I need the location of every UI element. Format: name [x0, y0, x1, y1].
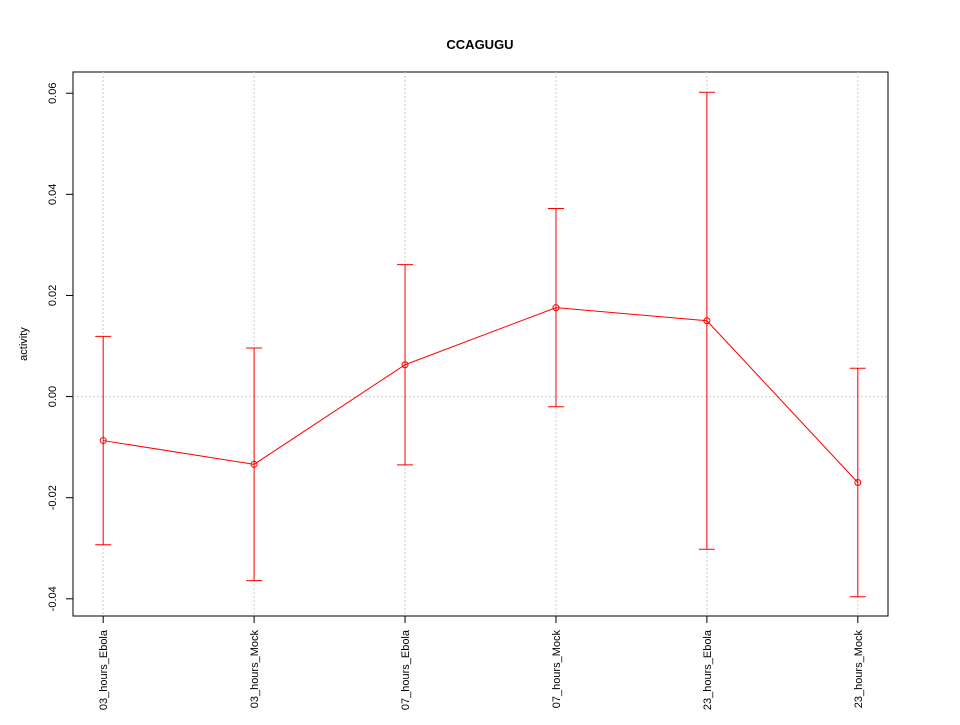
point [401, 361, 409, 369]
x-tick-label: 03_hours_Mock [249, 630, 261, 709]
y-tick-label: 0.04 [47, 184, 59, 205]
point [552, 304, 560, 312]
chart-title: CCAGUGU [446, 37, 513, 52]
x-tick-label: 03_hours_Ebola [98, 629, 110, 710]
y-tick-label: 0.00 [47, 386, 59, 407]
x-tick-label: 23_hours_Mock [853, 630, 865, 709]
x-tick-label: 07_hours_Ebola [400, 629, 412, 710]
y-tick-label: -0.02 [47, 485, 59, 510]
series-line [103, 307, 859, 483]
y-tick-label: 0.06 [47, 83, 59, 104]
y-tick-label: -0.04 [47, 586, 59, 611]
point [250, 460, 258, 468]
y-axis-label: activity [18, 327, 30, 361]
point [703, 317, 711, 325]
point [854, 479, 862, 487]
point [99, 437, 107, 445]
y-tick-label: 0.02 [47, 285, 59, 306]
plot-frame [72, 71, 889, 617]
x-tick-label: 07_hours_Mock [551, 630, 563, 709]
x-tick-label: 23_hours_Ebola [702, 629, 714, 710]
